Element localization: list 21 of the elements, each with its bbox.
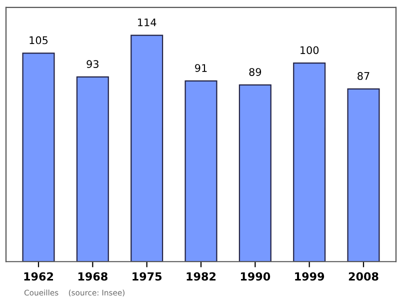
bar <box>22 52 55 262</box>
bar <box>293 62 326 262</box>
data-label: 93 <box>86 60 98 68</box>
bar <box>184 80 218 262</box>
x-tick-label: 1968 <box>78 272 108 281</box>
bar <box>347 88 380 262</box>
data-label: 100 <box>300 46 319 54</box>
x-tick-label: 1962 <box>24 272 53 281</box>
bar <box>76 76 109 262</box>
x-tick-label: 1990 <box>240 272 270 281</box>
data-label: 89 <box>249 68 262 76</box>
x-tick-label: 2008 <box>348 272 378 281</box>
x-tick-label: 1999 <box>295 272 324 281</box>
data-label: 114 <box>138 18 156 26</box>
x-tick-label: 1975 <box>132 272 162 281</box>
data-label: 87 <box>358 72 370 80</box>
bar <box>238 84 272 262</box>
data-label: 105 <box>30 36 48 44</box>
x-tick-label: 1982 <box>186 272 216 281</box>
bar <box>130 34 164 262</box>
data-label: 91 <box>195 64 207 72</box>
